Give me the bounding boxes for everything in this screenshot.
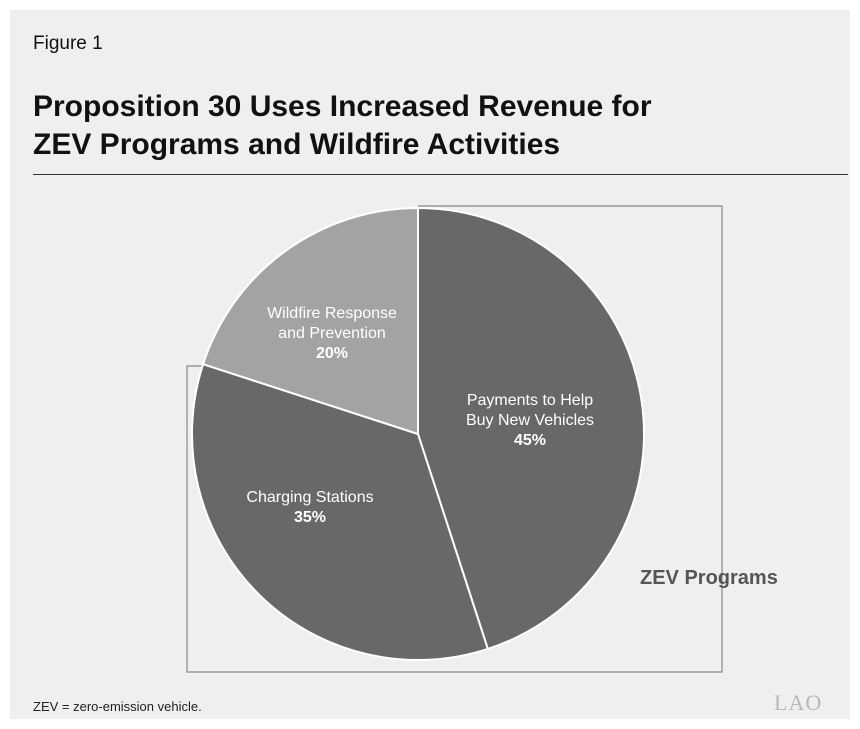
pie-slice-1 bbox=[191, 362, 490, 661]
pie-slice-0-label-line-1: Buy New Vehicles bbox=[466, 412, 594, 429]
title-divider bbox=[33, 174, 848, 175]
pie-slice-0-label-line-0: Payments to Help bbox=[467, 392, 593, 409]
pie-slice-2-label-line-1: and Prevention bbox=[278, 325, 386, 342]
chart-title: Proposition 30 Uses Increased Revenue fo… bbox=[33, 88, 793, 164]
chart-title-line-1: Proposition 30 Uses Increased Revenue fo… bbox=[33, 90, 652, 123]
pie-slices bbox=[191, 206, 645, 661]
pie-slice-2-label-line-0: Wildfire Response bbox=[267, 305, 397, 322]
pie-slice-0-value-label: 45% bbox=[514, 432, 546, 449]
lao-logo: LAO bbox=[774, 690, 823, 715]
pie-slice-2 bbox=[201, 206, 419, 436]
figure-label: Figure 1 bbox=[33, 33, 103, 54]
pie-slice-1-value-label: 35% bbox=[294, 509, 326, 526]
zev-programs-label: ZEV Programs bbox=[640, 567, 778, 589]
pie-labels: Payments to Help Buy New Vehicles 45% Charg… bbox=[246, 305, 594, 526]
chart-title-line-2: ZEV Programs and Wildfire Activities bbox=[33, 128, 561, 161]
pie-slice-0 bbox=[417, 206, 645, 651]
footnote: ZEV = zero-emission vehicle. bbox=[33, 699, 202, 714]
pie-slice-1-label-line-0: Charging Stations bbox=[246, 489, 373, 506]
pie-slice-2-value-label: 20% bbox=[316, 345, 348, 362]
zev-programs-bracket bbox=[186, 205, 723, 673]
